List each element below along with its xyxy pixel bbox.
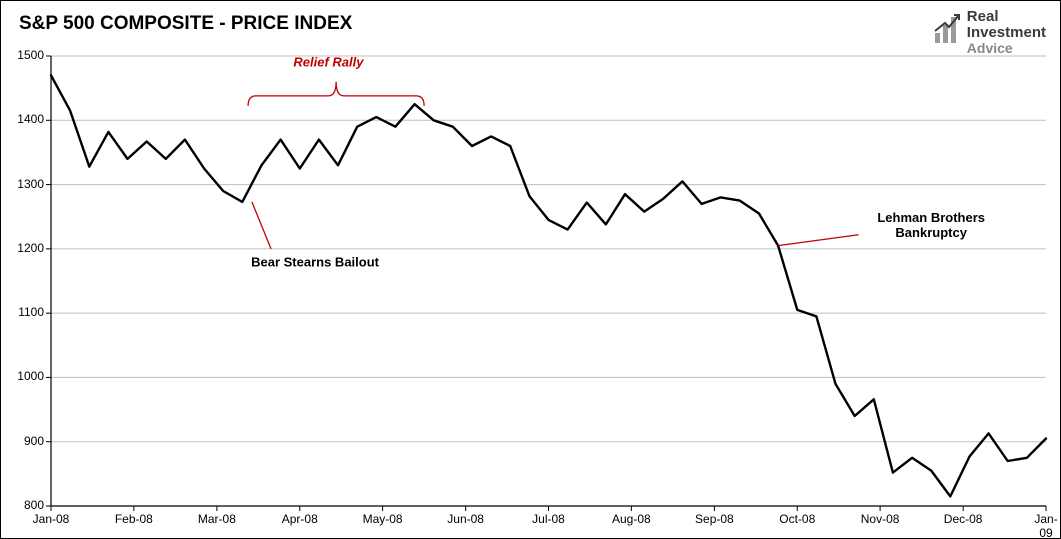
logo-line3: Advice — [967, 41, 1046, 56]
x-axis-tick-label: Jan-08 — [33, 512, 70, 526]
y-axis-tick-label: 1200 — [4, 241, 44, 255]
y-axis-tick-label: 1500 — [4, 48, 44, 62]
annotation-text: Relief Rally — [293, 55, 363, 70]
annotation-text: Lehman BrothersBankruptcy — [877, 211, 985, 241]
logo-icon — [933, 9, 961, 54]
x-axis-tick-label: Apr-08 — [282, 512, 318, 526]
x-axis-tick-label: Feb-08 — [115, 512, 153, 526]
x-axis-tick-label: May-08 — [363, 512, 403, 526]
x-axis-tick-label: Jun-08 — [447, 512, 484, 526]
y-axis-tick-label: 1100 — [4, 305, 44, 319]
y-axis-tick-label: 1300 — [4, 177, 44, 191]
x-axis-tick-label: Sep-08 — [695, 512, 734, 526]
brand-logo: Real Investment Advice — [933, 9, 1046, 55]
y-axis-tick-label: 800 — [4, 498, 44, 512]
y-axis-tick-label: 1400 — [4, 112, 44, 126]
x-axis-tick-label: Jan-09 — [1034, 512, 1057, 539]
x-axis-tick-label: Aug-08 — [612, 512, 651, 526]
x-axis-tick-label: Oct-08 — [779, 512, 815, 526]
y-axis-tick-label: 1000 — [4, 369, 44, 383]
plot-area — [51, 56, 1046, 506]
y-axis-tick-label: 900 — [4, 434, 44, 448]
x-axis-tick-label: Mar-08 — [198, 512, 236, 526]
chart-title: S&P 500 COMPOSITE - PRICE INDEX — [19, 13, 352, 35]
chart-container: S&P 500 COMPOSITE - PRICE INDEX Real Inv… — [0, 0, 1061, 539]
logo-line2: Investment — [967, 25, 1046, 41]
annotation-text: Bear Stearns Bailout — [251, 254, 379, 269]
chart-svg — [51, 56, 1046, 526]
logo-line1: Real — [967, 9, 1046, 25]
x-axis-tick-label: Jul-08 — [532, 512, 565, 526]
x-axis-tick-label: Nov-08 — [861, 512, 900, 526]
x-axis-tick-label: Dec-08 — [944, 512, 983, 526]
